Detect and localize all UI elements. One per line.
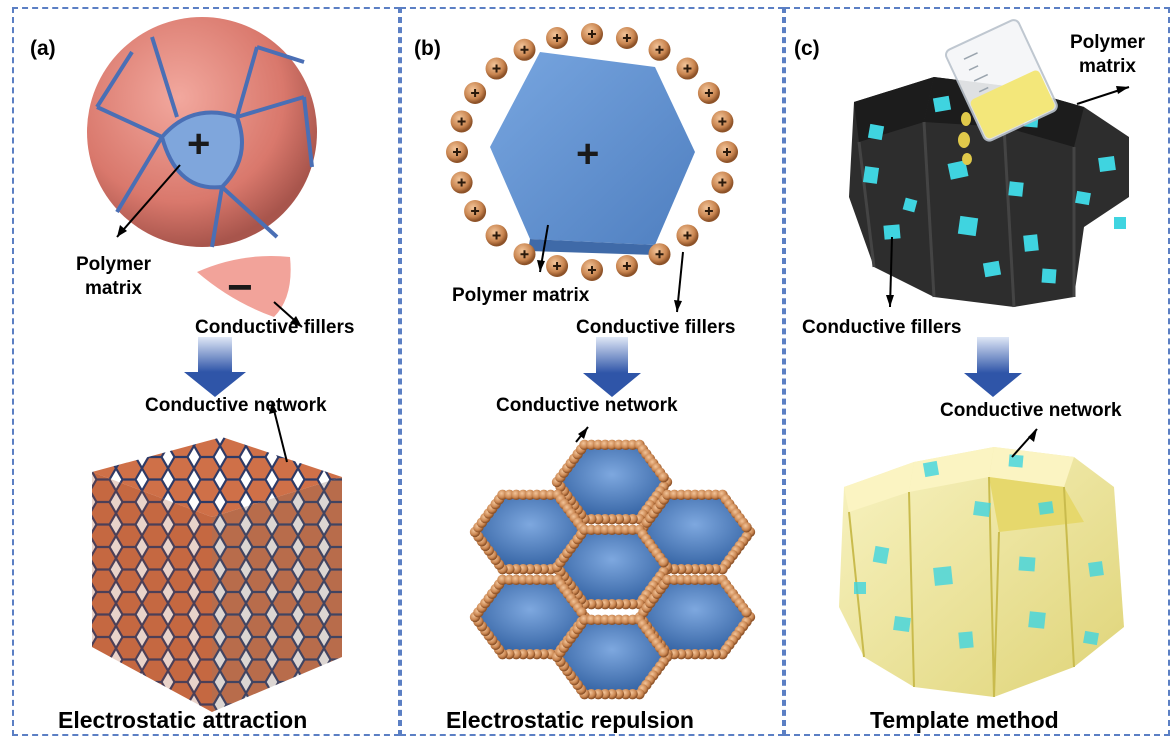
copper-particle (648, 243, 671, 266)
copper-particle (697, 82, 720, 104)
filler-patch (1038, 501, 1054, 515)
copper-particle (464, 200, 487, 222)
polymer-matrix-label: Polymer matrix (452, 285, 590, 306)
filler-patch (947, 160, 969, 180)
caption-electrostatic-attraction: Electrostatic attraction (58, 707, 308, 733)
copper-particle (581, 259, 603, 281)
filler-patch (957, 215, 979, 237)
filler-patch (1088, 561, 1104, 577)
yellow-drops (958, 112, 972, 165)
panel-b-graphics: + (446, 23, 756, 700)
copper-particle (546, 27, 569, 50)
filler-patch (1114, 217, 1126, 229)
panel-b: (b) + (400, 7, 784, 736)
panel-c: (c) (784, 7, 1170, 736)
copper-particle (697, 200, 720, 222)
honeycomb-cell (469, 574, 591, 660)
copper-particle (581, 23, 603, 45)
filler-patch (893, 615, 911, 633)
panel-a-label: (a) (30, 37, 56, 60)
copper-particle (450, 110, 473, 133)
honeycomb-cell (469, 489, 591, 575)
polymer-sphere: + (87, 17, 317, 248)
copper-particle (446, 141, 468, 163)
copper-particle (711, 171, 734, 194)
copper-particle (615, 254, 638, 277)
yellow-honeycomb-network (839, 447, 1124, 698)
panel-c-graphics (839, 19, 1130, 698)
filler-patch (958, 631, 974, 649)
copper-particle (450, 171, 473, 194)
conductive-network-cube (92, 437, 342, 712)
down-arrow-icon (964, 337, 1022, 397)
caption-electrostatic-repulsion: Electrostatic repulsion (446, 707, 694, 733)
copper-particle (485, 57, 508, 80)
filler-patch (862, 166, 880, 184)
copper-particle (485, 224, 508, 247)
down-arrow-icon (583, 337, 641, 397)
panel-c-border (784, 7, 1170, 736)
plus-charge: + (576, 132, 599, 176)
copper-particle (676, 57, 699, 80)
caption-template-method: Template method (870, 707, 1059, 733)
copper-particle (546, 254, 569, 277)
panel-a-border (12, 7, 400, 736)
copper-particle (513, 38, 536, 61)
filler-patch (1041, 268, 1057, 284)
polymer-matrix-label: Polymer matrix (1070, 32, 1145, 77)
honeycomb-cell (551, 439, 673, 525)
filler-patch (867, 123, 885, 141)
filler-patch (872, 545, 890, 565)
copper-particle (711, 110, 734, 133)
filler-patch (854, 582, 866, 594)
beaker-icon (945, 19, 1058, 142)
conductive-network-label: Conductive network (145, 395, 327, 416)
filler-patch (902, 197, 918, 213)
polymer-hexagon-plate: + (490, 52, 695, 255)
copper-particle (513, 243, 536, 266)
filler-patch (1008, 181, 1024, 197)
filler-patch (1028, 611, 1046, 629)
honeycomb-cell (551, 614, 673, 700)
filler-patch (1098, 155, 1116, 173)
filler-patch (1018, 556, 1036, 572)
filler-patch (1008, 454, 1024, 468)
filler-patch (922, 460, 940, 478)
polymer-matrix-label: Polymer matrix (76, 254, 151, 299)
copper-particle (615, 27, 638, 50)
conductive-filler-ring (446, 23, 738, 281)
conductive-filler-patches (854, 454, 1104, 649)
filler-patch (933, 566, 953, 586)
copper-particle (676, 224, 699, 247)
conductive-fillers-label: Conductive fillers (802, 317, 962, 338)
panel-c-label: (c) (794, 37, 820, 60)
filler-patch (1023, 234, 1039, 252)
conductive-network-label: Conductive network (940, 400, 1122, 421)
filler-patch (1075, 190, 1091, 206)
plus-charge: + (187, 122, 210, 166)
conductive-filler-shard: − (197, 256, 291, 317)
copper-particle (464, 82, 487, 104)
panel-b-label: (b) (414, 37, 441, 60)
panel-a: (a) (12, 7, 400, 736)
honeycomb-cell (551, 524, 673, 610)
down-arrow-icon (184, 337, 246, 397)
conductive-filler-patches (862, 95, 1126, 284)
honeycomb-cell (634, 574, 756, 660)
conductive-fillers-label: Conductive fillers (195, 317, 355, 338)
filler-patch (932, 95, 952, 113)
filler-patch (973, 500, 991, 518)
conductive-network-label: Conductive network (496, 395, 678, 416)
filler-patch (883, 224, 901, 240)
filler-patch (1083, 630, 1099, 646)
copper-particle (648, 38, 671, 61)
panel-a-graphics: + − (87, 17, 342, 712)
minus-charge: − (227, 263, 253, 312)
filler-patch (982, 260, 1002, 278)
conductive-network-honeycomb (469, 439, 756, 700)
panel-b-border (400, 7, 784, 736)
copper-particle (716, 141, 738, 163)
conductive-fillers-label: Conductive fillers (576, 317, 736, 338)
